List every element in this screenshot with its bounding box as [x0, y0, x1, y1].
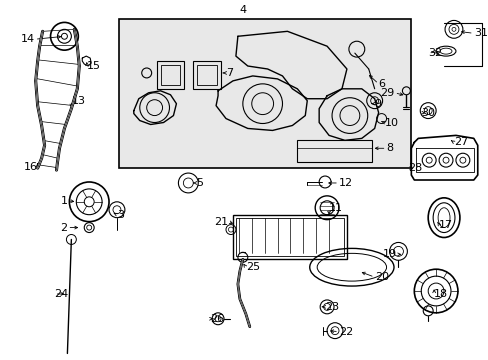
Bar: [197, 65, 217, 85]
Text: 13: 13: [71, 96, 85, 106]
Text: 11: 11: [328, 203, 343, 213]
Text: 7: 7: [225, 68, 233, 78]
Bar: [297, 140, 371, 162]
Text: 29: 29: [380, 88, 394, 98]
Bar: [156, 61, 184, 89]
Text: 8: 8: [386, 143, 393, 153]
Text: 20: 20: [374, 272, 388, 282]
Text: 27: 27: [453, 137, 467, 147]
Text: 30: 30: [420, 108, 434, 118]
Text: 4: 4: [239, 5, 246, 14]
Text: 1: 1: [61, 196, 67, 206]
Text: 21: 21: [213, 217, 227, 227]
Text: 19: 19: [382, 249, 396, 259]
Text: 17: 17: [438, 220, 452, 230]
Text: 16: 16: [23, 162, 38, 172]
Text: 14: 14: [20, 34, 35, 44]
Text: 22: 22: [338, 327, 352, 337]
Bar: [232, 215, 346, 259]
Text: 23: 23: [325, 302, 339, 312]
Text: 2: 2: [60, 222, 67, 233]
Text: 5: 5: [196, 178, 203, 188]
Text: 10: 10: [384, 117, 398, 127]
Text: 18: 18: [433, 289, 447, 299]
Text: 25: 25: [245, 262, 260, 272]
Text: 32: 32: [427, 48, 442, 58]
Text: 3: 3: [117, 210, 123, 220]
Bar: [235, 218, 343, 256]
Text: 26: 26: [210, 314, 224, 324]
Text: 12: 12: [338, 178, 352, 188]
Text: 24: 24: [54, 289, 69, 299]
Bar: [193, 61, 221, 89]
Bar: [160, 65, 180, 85]
Text: 15: 15: [87, 61, 101, 71]
Text: 31: 31: [473, 28, 487, 38]
Text: 28: 28: [407, 163, 422, 173]
Text: 9: 9: [374, 99, 381, 109]
Bar: [119, 19, 410, 168]
Text: 6: 6: [378, 79, 385, 89]
